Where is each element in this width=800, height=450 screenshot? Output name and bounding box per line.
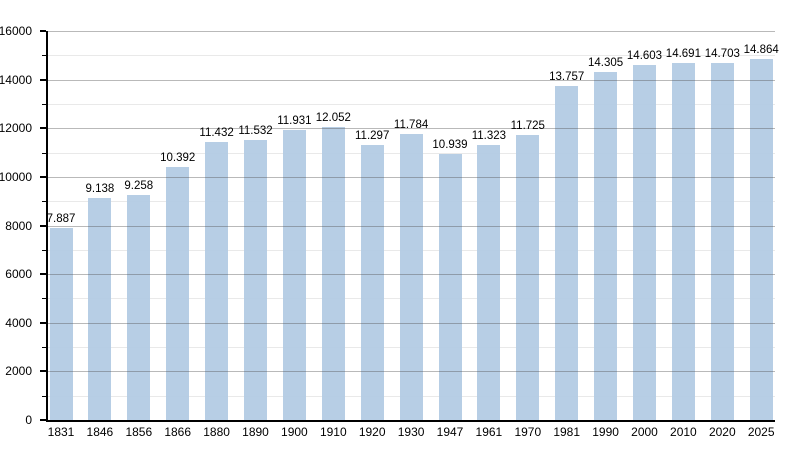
x-tick-label: 1831 <box>47 425 75 439</box>
x-axis-line <box>46 420 775 422</box>
y-tick-label: 6000 <box>5 267 32 282</box>
y-tick-label: 8000 <box>5 218 32 233</box>
y-tick-label: 14000 <box>0 72 32 87</box>
bar-1856 <box>127 194 151 420</box>
x-tick-label: 1856 <box>125 425 153 439</box>
bar-1890 <box>244 139 267 420</box>
x-tick-label: 1990 <box>592 425 619 439</box>
x-axis-labels: 1831 1846 1856 1866 1880 1890 1900 1910 1920 1930… <box>48 420 775 440</box>
x-tick-label: 1910 <box>319 425 347 439</box>
bar-1981 <box>555 85 579 420</box>
x-tick-label: 1890 <box>242 425 269 439</box>
gridline-minor <box>48 103 775 105</box>
bar-1831 <box>49 228 73 420</box>
bar-value-label: 11.784 <box>393 118 429 131</box>
x-tick-label: 1900 <box>281 425 308 439</box>
bar-1920 <box>360 145 384 420</box>
x-tick-label: 1961 <box>475 425 503 439</box>
gridline-major <box>48 274 775 276</box>
y-major-tick <box>40 273 46 276</box>
gridline-minor <box>48 55 775 57</box>
x-tick-label: 1846 <box>86 425 114 439</box>
y-major-tick <box>40 370 46 373</box>
bar-value-label: 14.305 <box>588 57 624 70</box>
x-tick-label: 1880 <box>203 425 230 439</box>
bar-value-label: 11.725 <box>510 119 545 132</box>
bar-2010 <box>671 62 695 420</box>
gridline-major <box>48 322 775 324</box>
bar-1990 <box>594 72 618 420</box>
bar-value-label: 11.297 <box>355 130 390 143</box>
x-tick-label: 2000 <box>631 425 658 439</box>
bar-value-label: 11.931 <box>277 114 312 127</box>
bar-value-label: 14.703 <box>704 47 740 60</box>
y-axis-line <box>46 31 48 422</box>
bar-value-label: 7.887 <box>46 213 76 226</box>
bar-value-label: 11.432 <box>199 127 234 140</box>
x-tick-label: 2010 <box>670 425 697 439</box>
bar-value-label: 14.603 <box>626 50 663 62</box>
gridline-major <box>48 128 775 130</box>
y-minor-tick <box>42 298 46 300</box>
x-tick-label: 2020 <box>708 425 736 439</box>
y-tick-label: 16000 <box>0 24 32 38</box>
x-tick-label: 1947 <box>436 425 464 439</box>
y-minor-tick <box>42 103 46 105</box>
bar-1930 <box>399 133 423 420</box>
gridline-major <box>48 225 775 227</box>
bar-1846 <box>88 197 112 420</box>
bar-1880 <box>205 142 229 420</box>
bar-value-label: 13.757 <box>549 70 585 83</box>
bar-1866 <box>166 167 190 420</box>
bar-value-label: 14.691 <box>665 47 701 60</box>
y-major-tick <box>40 419 46 421</box>
y-tick-label: 12000 <box>0 121 32 136</box>
y-major-tick <box>40 30 46 32</box>
y-major-tick <box>40 175 46 178</box>
gridline-major <box>48 31 775 32</box>
gridline-major <box>48 371 775 373</box>
bar-1961 <box>477 144 501 420</box>
y-minor-tick <box>42 395 46 397</box>
bar-value-label: 11.532 <box>238 124 273 137</box>
y-major-tick <box>40 127 46 130</box>
y-minor-tick <box>42 152 46 154</box>
y-major-tick <box>40 78 46 81</box>
bar-2025 <box>749 58 773 420</box>
bar-value-label: 11.323 <box>471 129 507 142</box>
bar-value-label: 9.138 <box>85 182 115 195</box>
y-minor-tick <box>42 347 46 349</box>
y-minor-tick <box>42 249 46 251</box>
bar-value-label: 10.392 <box>160 152 196 165</box>
bar-value-label: 14.864 <box>743 43 779 56</box>
y-minor-tick <box>42 55 46 57</box>
y-axis-labels: 0 2000 4000 6000 8000 10000 12000 14000 16000 <box>0 24 40 427</box>
x-tick-label: 1920 <box>358 425 386 439</box>
bar-1970 <box>516 134 540 420</box>
bar-value-label: 9.258 <box>124 179 154 192</box>
plot-area: 7.887 9.138 9.258 10.392 11.432 11.532 11.931 1… <box>40 30 779 422</box>
gridline-major <box>48 176 775 178</box>
x-tick-label: 1970 <box>514 425 542 439</box>
x-tick-label: 1866 <box>164 425 192 439</box>
bar-1910 <box>321 127 345 420</box>
y-major-tick <box>40 321 46 324</box>
bar-2000 <box>633 65 656 420</box>
x-tick-label: 1930 <box>397 425 425 439</box>
x-tick-label: 2025 <box>747 425 775 439</box>
y-tick-label: 4000 <box>5 315 32 330</box>
y-major-tick <box>40 224 46 227</box>
bar-2020 <box>710 62 734 420</box>
y-tick-label: 2000 <box>5 364 32 379</box>
gridline-major <box>48 79 775 81</box>
bar-1947 <box>438 154 462 420</box>
y-tick-label: 0 <box>25 413 32 427</box>
y-tick-label: 10000 <box>0 169 32 184</box>
bar-value-label: 10.939 <box>432 139 468 151</box>
bar-1900 <box>282 129 306 420</box>
x-tick-label: 1981 <box>553 425 581 439</box>
bar-value-label: 12.052 <box>315 112 351 124</box>
y-minor-tick <box>42 201 46 203</box>
